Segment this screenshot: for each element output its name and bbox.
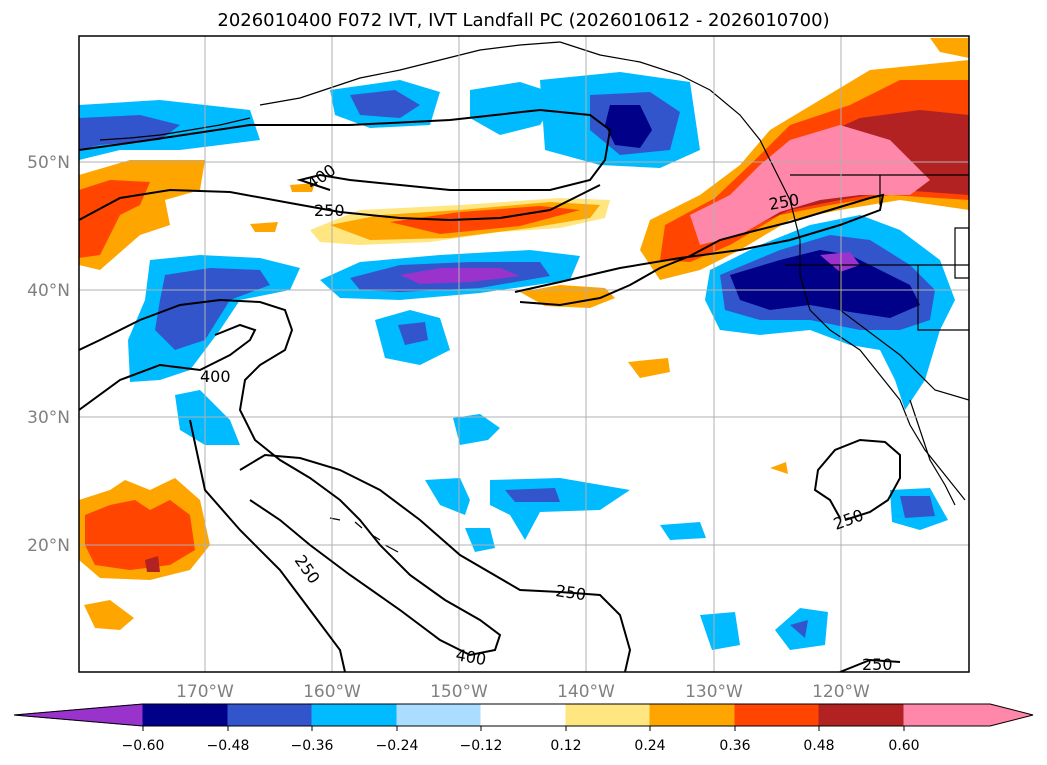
lon-label: 150°W [430, 682, 488, 702]
ivt-contour [79, 184, 601, 222]
lon-label: 170°W [176, 682, 234, 702]
alaska-coastline [259, 41, 561, 106]
lat-label: 30°N [27, 408, 70, 428]
pc-negative-region [605, 105, 652, 148]
pc-negative-region [470, 82, 560, 135]
colorbar-segment [903, 703, 1034, 727]
colorbar-tick-label: −0.36 [291, 738, 334, 754]
colorbar-segment [734, 703, 820, 727]
colorbar-segment [13, 703, 144, 727]
colorbar-ticks [142, 726, 905, 731]
colorbar-segment [480, 703, 567, 727]
gulf-alaska-coast [559, 41, 966, 501]
lon-label: 140°W [557, 682, 615, 702]
longitude-labels: 170°W 160°W 150°W 140°W 130°W 120°W [176, 682, 870, 702]
colorbar-tick-label: −0.12 [460, 738, 503, 754]
baja-peninsula [909, 399, 956, 506]
ivt-contour-label: 250 [862, 655, 893, 674]
pc-positive-region [770, 462, 788, 474]
ivt-contour-label: 400 [200, 367, 231, 386]
pc-negative-region [505, 488, 560, 502]
colorbar-tick-label: −0.48 [207, 738, 250, 754]
colorbar-segment [311, 703, 398, 727]
pc-negative-region [465, 528, 495, 552]
ivt-contour-label: 250 [314, 201, 345, 220]
colorbar-segment [396, 703, 482, 727]
pc-negative-region [155, 268, 270, 350]
colorbar-tick-label: 0.12 [550, 738, 581, 754]
state-border [917, 265, 969, 331]
pc-negative-region [398, 322, 428, 345]
ivt-contour [79, 298, 502, 657]
pc-positive-region [520, 285, 615, 308]
pc-positive-region [628, 358, 670, 378]
ivt-contour [839, 658, 901, 672]
pc-negative-region [400, 268, 520, 284]
colorbar-tick-label: 0.24 [634, 738, 665, 754]
state-border [839, 265, 969, 401]
colorbar-tick-label: −0.24 [376, 738, 419, 754]
ivt-contour [514, 193, 885, 307]
lat-label: 50°N [27, 153, 70, 173]
colorbar-segment [227, 703, 313, 727]
pc-positive-region [79, 180, 150, 258]
lon-label: 160°W [303, 682, 361, 702]
colorbar-segment [818, 703, 905, 727]
coastlines [99, 41, 969, 553]
map-content: 400 250 250 400 250 250 400 250 250 [79, 36, 969, 674]
pc-negative-region [350, 90, 420, 118]
pc-positive-region [930, 38, 969, 58]
aleutian-islands [99, 117, 251, 141]
pc-negative-region [660, 522, 706, 540]
ivt-contour [79, 323, 257, 411]
state-border [954, 227, 969, 279]
ivt-contour [239, 453, 632, 672]
colorbar-tick-label: 0.60 [888, 738, 919, 754]
ivt-contour [79, 108, 612, 191]
latitude-labels: 50°N 40°N 30°N 20°N [27, 153, 70, 556]
pc-negative-region [453, 414, 500, 445]
colorbar-tick-label: −0.60 [122, 738, 165, 754]
pc-negative-region [820, 252, 860, 272]
pc-negative-region [700, 612, 740, 650]
ivt-contour [813, 438, 901, 521]
colorbar-segment [649, 703, 736, 727]
pc-positive-region [145, 556, 160, 572]
colorbar-segment [142, 703, 229, 727]
lon-label: 120°W [812, 682, 870, 702]
colorbar-tick-label: 0.36 [719, 738, 750, 754]
map-frame [78, 35, 970, 673]
pc-negative-region [900, 496, 935, 518]
ivt-contour-label: 250 [554, 581, 587, 604]
ivt-contours [79, 108, 901, 672]
lon-label: 130°W [685, 682, 743, 702]
pc-positive-region [690, 125, 930, 245]
pc-negative-region [79, 115, 180, 150]
pc-positive-region [84, 600, 134, 630]
pc-negative-region [730, 250, 920, 318]
colorbar-tick-label: 0.48 [803, 738, 834, 754]
colorbar-segment [565, 703, 651, 727]
pc-positive-region [85, 500, 195, 570]
lat-label: 20°N [27, 536, 70, 556]
ivt-contour [189, 419, 346, 672]
gridlines [79, 36, 969, 672]
map-title: 2026010400 F072 IVT, IVT Landfall PC (20… [217, 10, 830, 31]
lat-label: 40°N [27, 281, 70, 301]
hawaii-islands [329, 517, 399, 553]
pc-negative-region [790, 620, 808, 638]
pc-shading [79, 38, 969, 650]
pc-positive-region [290, 183, 315, 192]
colorbar: −0.60 −0.48 −0.36 −0.24 −0.12 0.12 0.24 … [13, 703, 1034, 754]
pc-positive-region [250, 222, 278, 232]
